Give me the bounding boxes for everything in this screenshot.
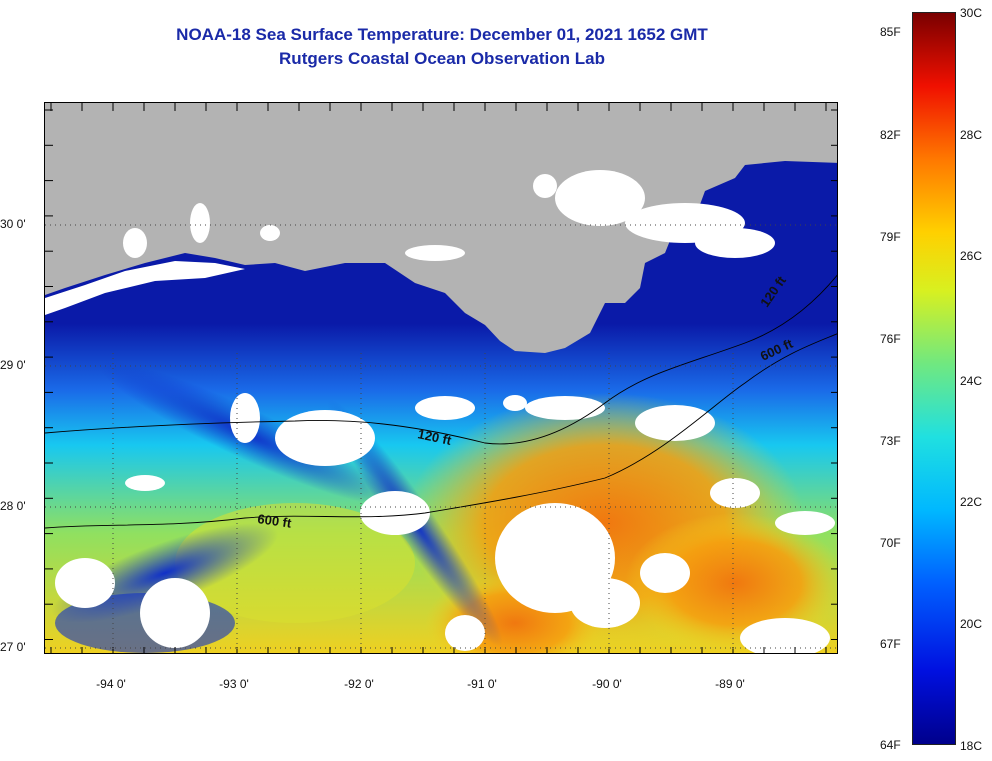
colorbar-f-label: 82F xyxy=(880,128,901,142)
warm-water-region xyxy=(625,513,837,653)
contour-120ft xyxy=(45,274,837,445)
colorbar-c-label: 20C xyxy=(960,617,983,631)
colorbar-f-label: 70F xyxy=(880,536,901,550)
contour-label-120: 120 ft xyxy=(416,426,453,448)
lon-label-89: -89 0' xyxy=(715,677,745,691)
lon-label-91: -91 0' xyxy=(467,677,497,691)
colorbar-f-label: 85F xyxy=(880,25,901,39)
temperature-colorbar xyxy=(912,12,956,745)
lat-label-28: 28 0' xyxy=(0,499,26,513)
sst-map: 120 ft 600 ft 120 ft 600 ft xyxy=(44,102,838,654)
colorbar-c-label: 30C xyxy=(960,6,983,20)
contour-600ft xyxy=(45,333,837,529)
colorbar-c-label: 18C xyxy=(960,739,983,753)
colorbar-c-label: 26C xyxy=(960,249,983,263)
colorbar-f-label: 79F xyxy=(880,230,901,244)
colorbar-f-label: 76F xyxy=(880,332,901,346)
colorbar-c-label: 28C xyxy=(960,128,983,142)
depth-contours xyxy=(45,274,837,529)
lon-label-94: -94 0' xyxy=(96,677,126,691)
colorbar-f-label: 73F xyxy=(880,434,901,448)
colorbar-c-label: 24C xyxy=(960,374,983,388)
lon-label-92: -92 0' xyxy=(344,677,374,691)
map-subtitle: Rutgers Coastal Ocean Observation Lab xyxy=(279,49,605,68)
lon-label-90: -90 0' xyxy=(592,677,622,691)
map-title: NOAA-18 Sea Surface Temperature: Decembe… xyxy=(176,25,708,44)
graticule xyxy=(45,103,837,653)
land-mass xyxy=(45,103,837,353)
contour-label-600: 600 ft xyxy=(257,511,293,531)
colorbar-f-label: 64F xyxy=(880,738,901,752)
lat-label-30: 30 0' xyxy=(0,217,26,231)
lon-label-93: -93 0' xyxy=(219,677,249,691)
sst-map-image: 120 ft 600 ft 120 ft 600 ft xyxy=(45,103,837,653)
colorbar-c-label: 22C xyxy=(960,495,983,509)
lat-label-27: 27 0' xyxy=(0,640,26,654)
cloud-cover xyxy=(45,170,835,653)
colorbar-f-label: 67F xyxy=(880,637,901,651)
lat-label-29: 29 0' xyxy=(0,358,26,372)
